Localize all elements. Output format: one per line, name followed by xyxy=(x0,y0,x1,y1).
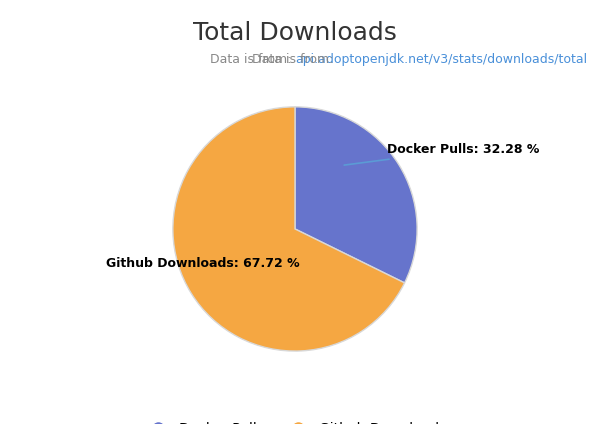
Text: Docker Pulls: 32.28 %: Docker Pulls: 32.28 % xyxy=(344,143,539,165)
Text: Github Downloads: 67.72 %: Github Downloads: 67.72 % xyxy=(106,257,299,270)
Legend: Docker Pulls, Github Downloads: Docker Pulls, Github Downloads xyxy=(138,417,452,424)
Text: Data is from:: Data is from: xyxy=(209,53,295,66)
Text: Total Downloads: Total Downloads xyxy=(193,21,397,45)
Wedge shape xyxy=(173,107,405,351)
Text: api.adoptopenjdk.net/v3/stats/downloads/total: api.adoptopenjdk.net/v3/stats/downloads/… xyxy=(295,53,587,66)
Wedge shape xyxy=(295,107,417,283)
Text: Data is from:: Data is from: xyxy=(253,53,337,66)
